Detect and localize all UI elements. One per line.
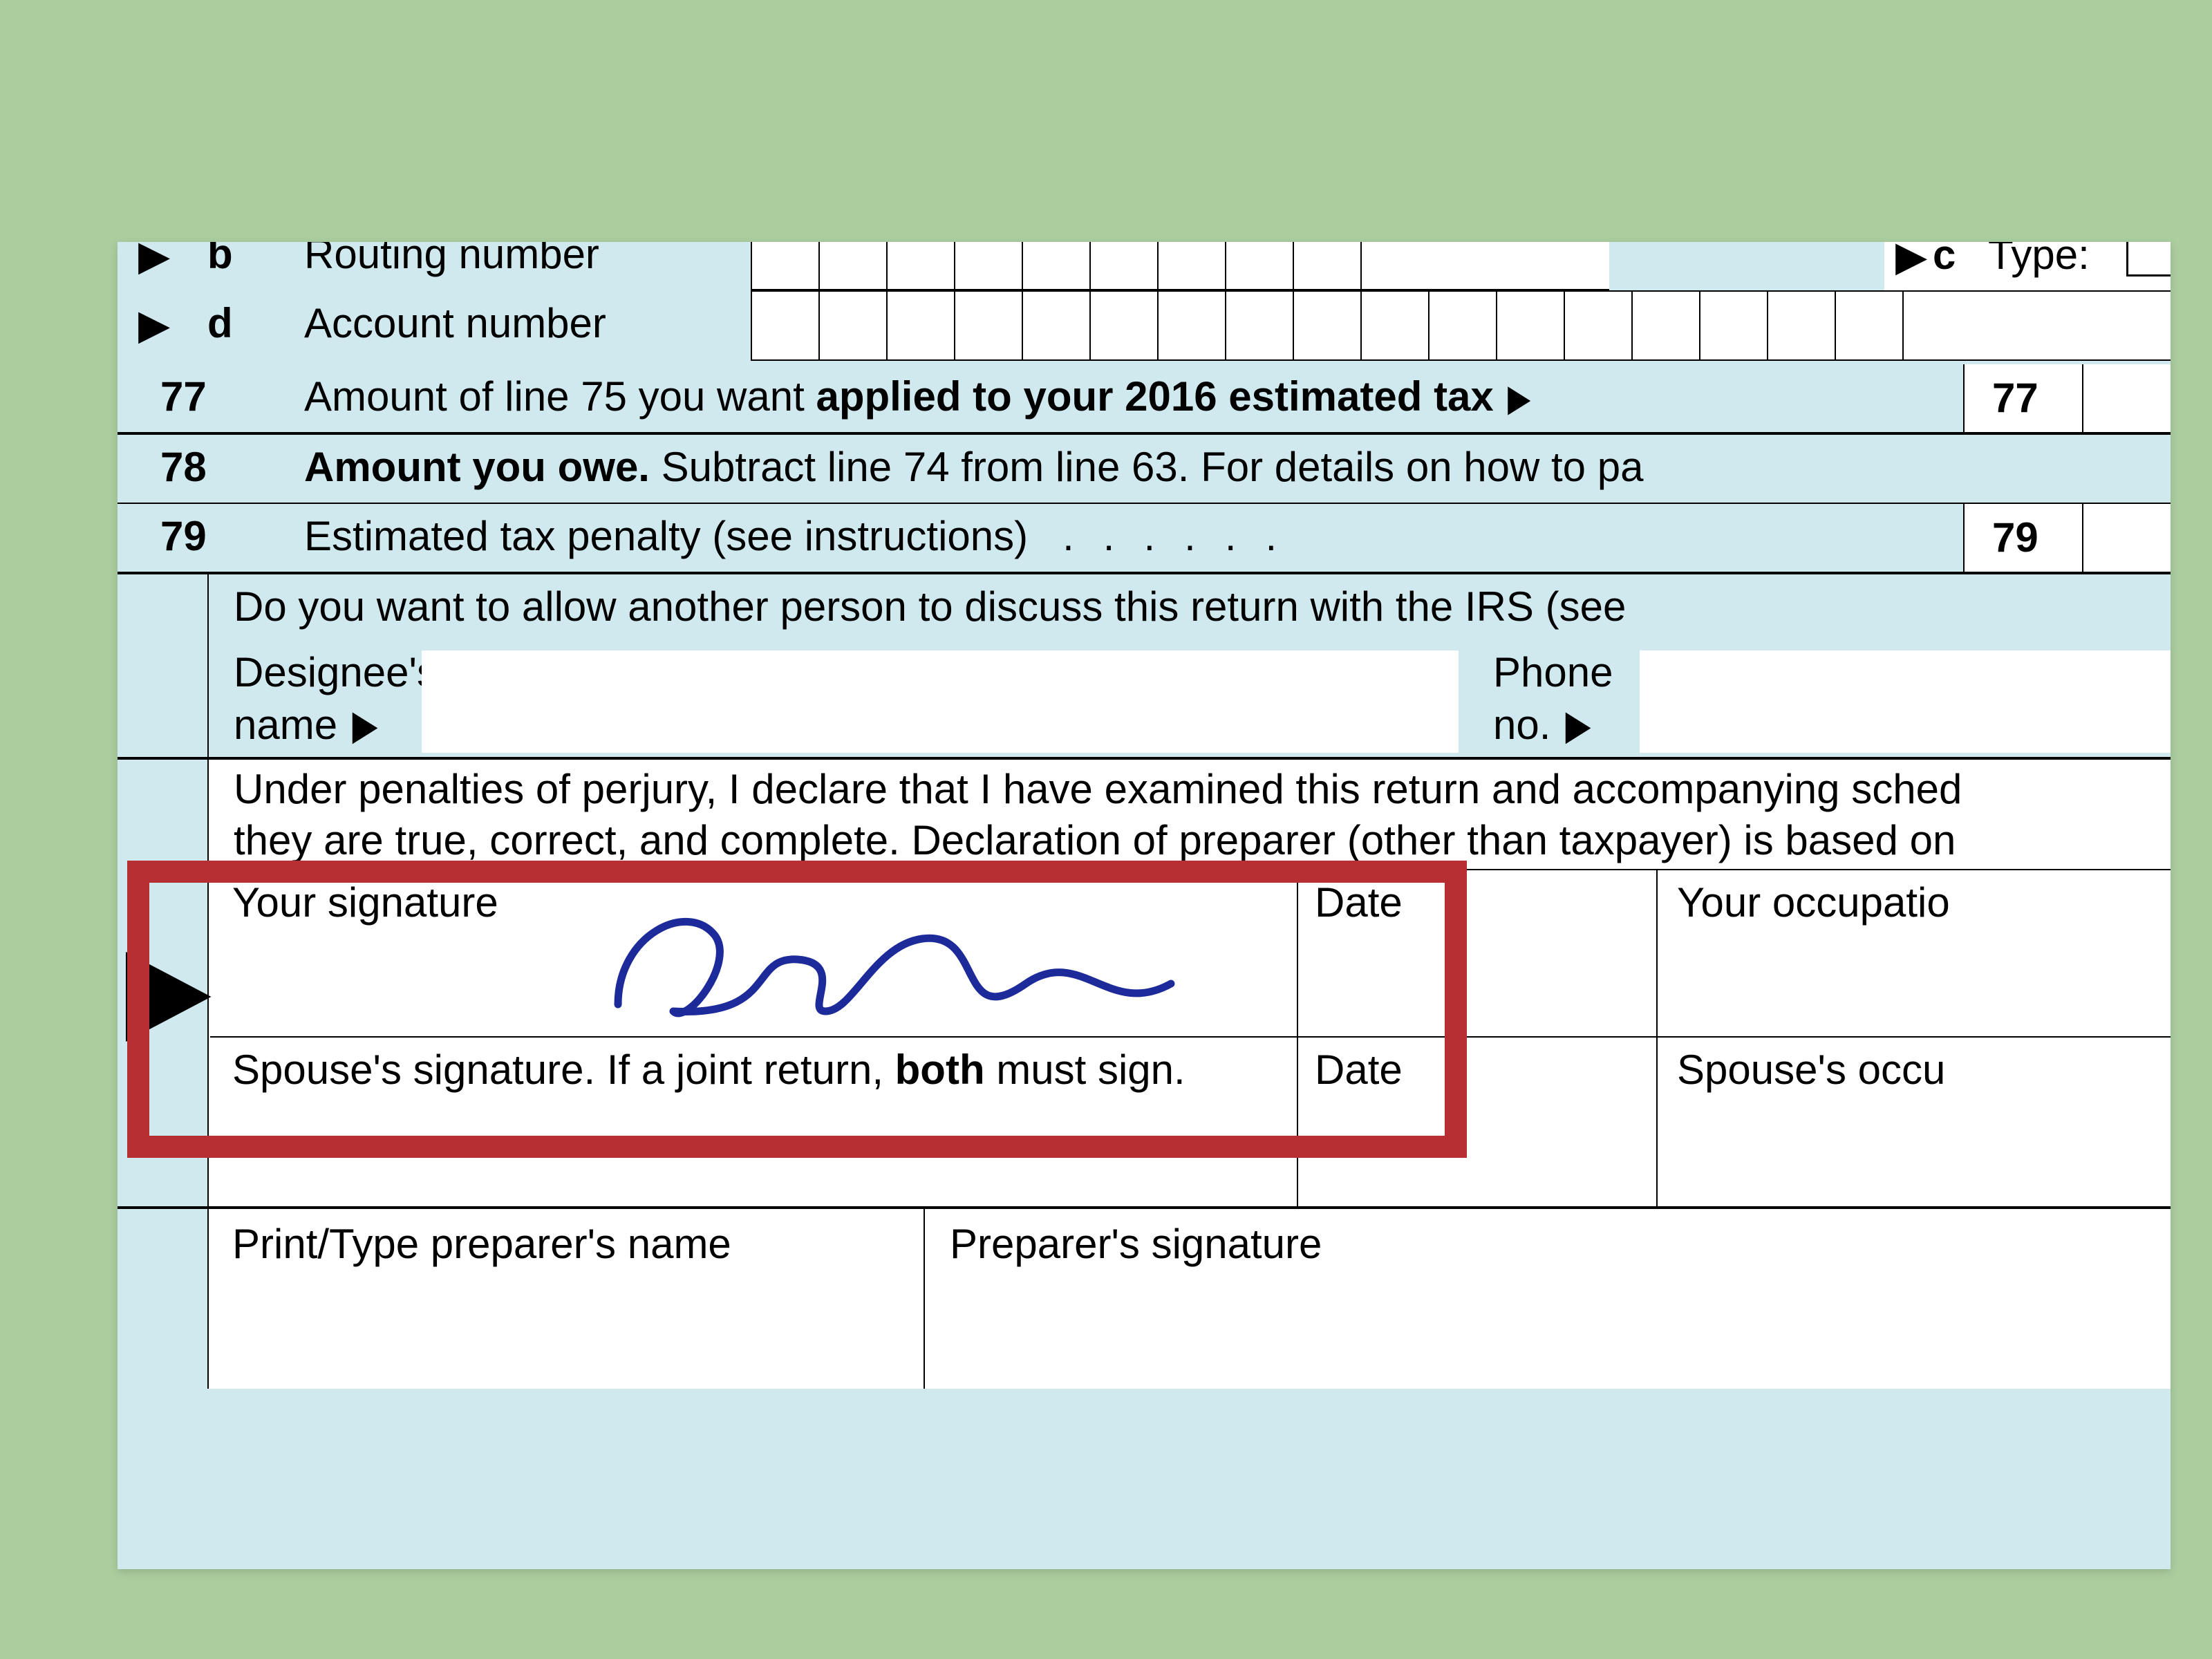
arrow-icon: ▶ [138,301,170,349]
line-d-letter: d [207,299,233,347]
arrow-icon: ▶ [1895,242,1927,281]
spouse-occupation-field[interactable]: Spouse's occu [1656,1038,2171,1206]
line-b-label: Routing number [304,242,599,278]
leader-dots: ...... [1062,513,1306,559]
spouse-signature-row: Spouse's signature. If a joint return, b… [210,1036,2171,1206]
your-signature-date-field[interactable]: Date [1297,870,1656,1036]
arrow-icon: ▶ [1566,699,1591,751]
arrow-icon: ▶ [352,699,377,751]
form-1040-crop: t? ▶ b Routing number ▶ c Type: ▶ d Acco… [118,242,2171,1569]
spouse-signature-label: Spouse's signature. If a joint return, b… [232,1046,1185,1094]
line-79-amount-cell[interactable]: 79 [1963,504,2171,572]
line-77-amount-cell[interactable]: 77 [1963,364,2171,432]
line-79-text: Estimated tax penalty (see instructions)… [304,512,1306,560]
preparer-side [118,1209,209,1389]
line-77-row: 77 Amount of line 75 you want applied to… [118,364,2171,435]
line-79-right-number: 79 [1992,514,2038,561]
line-77-number: 77 [160,373,207,420]
line-d-row: ▶ d Account number [118,294,2171,364]
sign-here-side: ee r [118,760,209,1206]
sign-here-arrow-icon [126,952,216,1042]
line-d-label: Account number [304,299,606,347]
sign-here-row: ee r Under penalties of perjury, I decla… [118,760,2171,1209]
line-c-label: Type: [1988,242,2090,279]
line-77-text: Amount of line 75 you want applied to yo… [304,373,1534,420]
line-78-row: 78 Amount you owe. Subtract line 74 from… [118,435,2171,504]
arrow-icon: ▶ [1508,376,1531,420]
line-b-letter: b [207,242,233,278]
phone-number-field[interactable] [1640,650,2171,753]
line-79-number: 79 [160,512,207,560]
designee-name-label: Designee's name ▶ [234,646,438,751]
line-b-row: t? ▶ b Routing number ▶ c Type: [118,242,2171,294]
your-occupation-field[interactable]: Your occupatio [1656,870,2171,1036]
signature-scribble [597,894,1192,1032]
account-number-field[interactable] [752,290,2171,359]
third-party-side-label: ty [118,574,209,757]
preparer-name-field[interactable]: Print/Type preparer's name [210,1209,925,1389]
line-77-right-number: 77 [1992,374,2038,422]
preparer-row: Print/Type preparer's name Preparer's si… [118,1209,2171,1389]
third-party-question: Do you want to allow another person to d… [234,583,1626,630]
your-signature-row: Your signature Date Your occupatio [210,869,2171,1036]
type-field: ▶ c Type: [1884,242,2171,290]
form-stage: t? ▶ b Routing number ▶ c Type: ▶ d Acco… [118,242,2171,1569]
line-78-text: Amount you owe. Subtract line 74 from li… [304,443,1643,491]
spouse-signature-date-field[interactable]: Date [1297,1038,1656,1206]
preparer-signature-field[interactable]: Preparer's signature [925,1209,2171,1389]
your-signature-label: Your signature [232,879,498,926]
line-78-number: 78 [160,443,207,491]
third-party-designee-row: ty Do you want to allow another person t… [118,574,2171,760]
type-checkbox[interactable] [2126,242,2171,276]
line-c-letter: c [1933,242,1956,279]
line-79-row: 79 Estimated tax penalty (see instructio… [118,504,2171,574]
arrow-icon: ▶ [138,242,170,280]
routing-number-field[interactable] [752,242,1609,290]
perjury-declaration: Under penalties of perjury, I declare th… [234,764,2171,866]
phone-number-label: Phone no. ▶ [1493,646,1613,751]
designee-name-field[interactable] [422,650,1459,753]
